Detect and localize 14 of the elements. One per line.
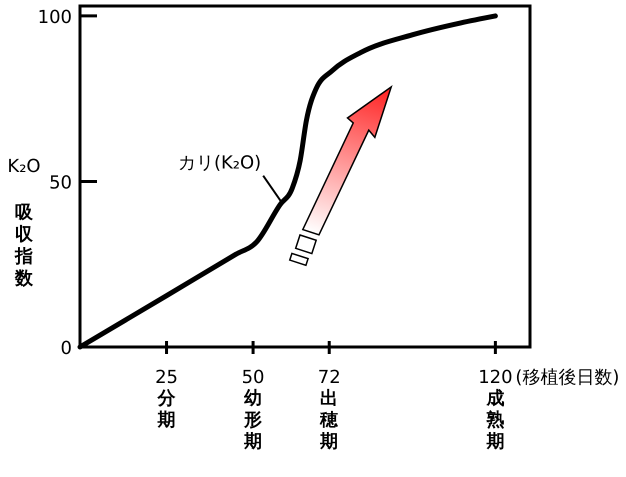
x-tick-label: 25 (155, 367, 178, 388)
text: 分期 (156, 388, 177, 430)
y-tick-label: 50 (49, 172, 72, 194)
x-tick-label: 120 (478, 367, 513, 388)
x-tick-label: 72 (318, 367, 341, 388)
x-tick-label: 50 (242, 367, 265, 388)
text: 出穂期 (319, 388, 340, 452)
y-tick-label: 0 (60, 338, 72, 359)
text: 幼形期 (243, 388, 262, 452)
x-axis-title: (移植後日数) (515, 367, 620, 388)
text: K₂O 吸収指数 (7, 156, 41, 289)
y-tick-label: 100 (38, 6, 72, 28)
text: 成熟期 (485, 388, 504, 452)
annotation: カリ(K₂O) (178, 152, 262, 174)
